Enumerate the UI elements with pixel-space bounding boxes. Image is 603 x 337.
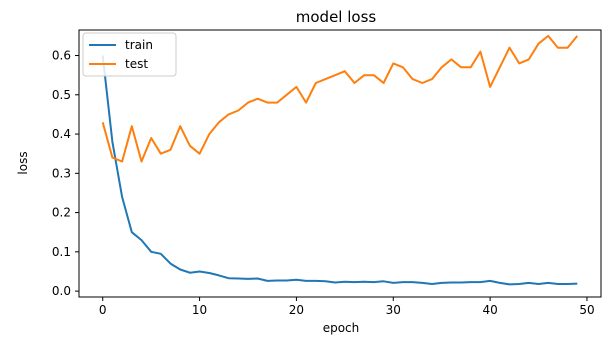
series-line-test — [101, 34, 579, 163]
series-line-train — [101, 55, 578, 286]
y-tick-label: 0.3 — [52, 166, 71, 180]
x-axis-label: epoch — [323, 321, 360, 335]
x-tick-label: 10 — [192, 303, 207, 317]
legend-label-test: test — [125, 57, 148, 71]
y-tick-label: 0.4 — [52, 127, 71, 141]
x-tick-label: 30 — [386, 303, 401, 317]
y-tick-label: 0.2 — [52, 206, 71, 220]
y-tick-label: 0.1 — [52, 245, 71, 259]
y-axis-label: loss — [16, 151, 30, 174]
plot-area: 0 10 20 30 40 50 0.0 0.1 0.2 0.3 0.4 0.5 0.6 train tes… — [52, 29, 602, 317]
x-tick-label: 40 — [482, 303, 497, 317]
legend-label-train: train — [125, 38, 153, 52]
x-tick-label: 50 — [579, 303, 594, 317]
y-tick-label: 0.5 — [52, 88, 71, 102]
x-tick-label: 20 — [289, 303, 304, 317]
chart-title: model loss — [296, 8, 377, 26]
legend-box — [82, 32, 177, 77]
legend: train test — [82, 32, 177, 77]
x-tick-label: 0 — [99, 303, 107, 317]
y-tick-label: 0.0 — [52, 284, 71, 298]
plot-frame — [78, 29, 602, 298]
y-tick-label: 0.6 — [52, 49, 71, 63]
